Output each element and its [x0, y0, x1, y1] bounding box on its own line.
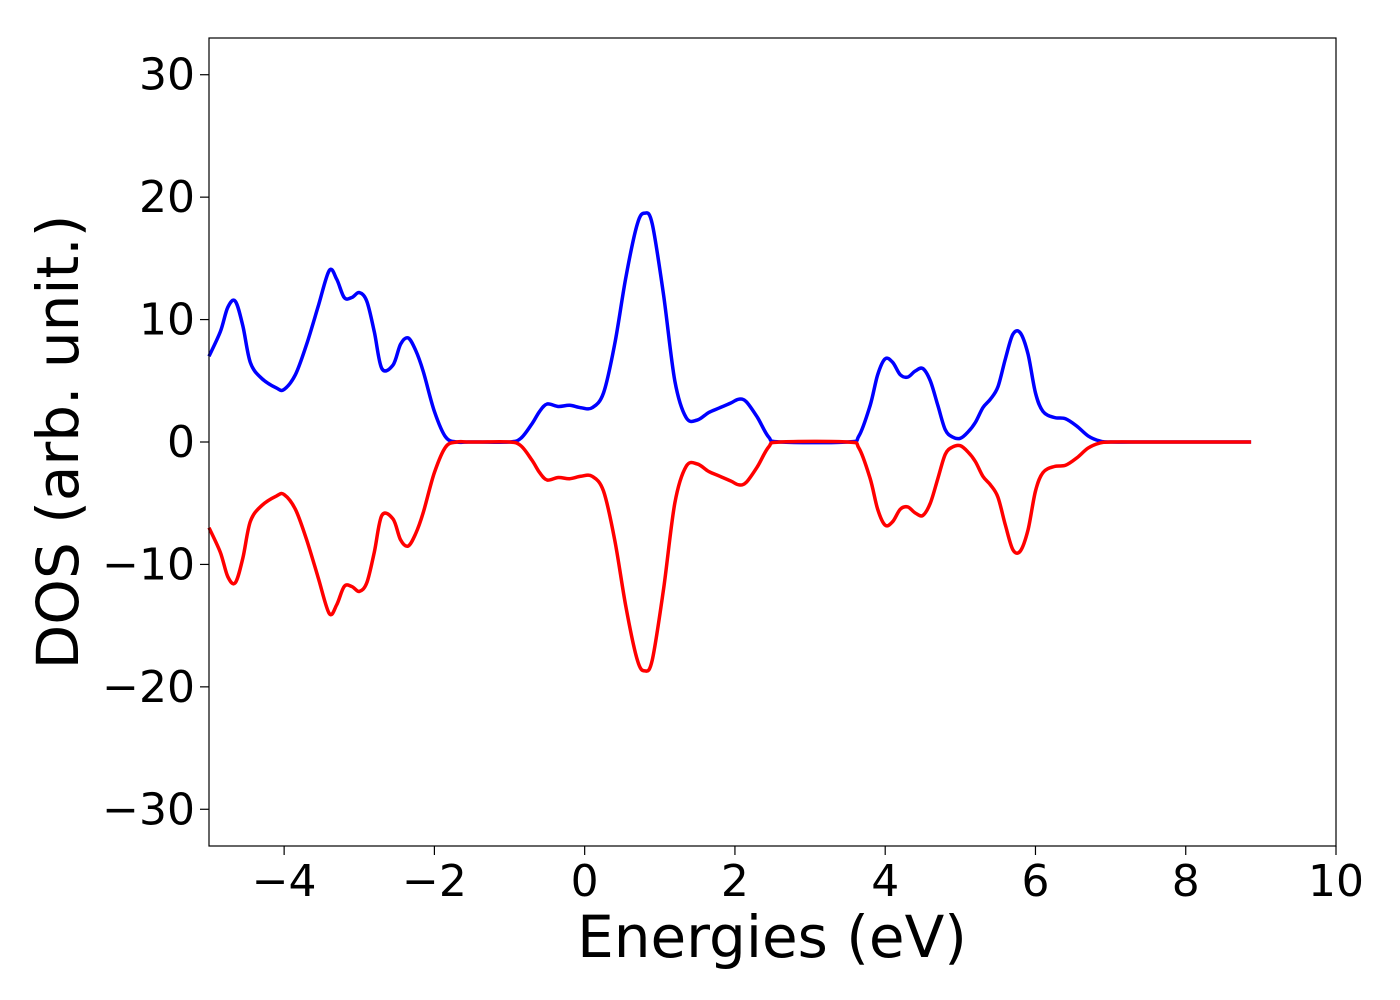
y-tick-label: 20 — [139, 172, 195, 223]
x-tick-label: 0 — [571, 856, 599, 907]
x-tick-label: 10 — [1308, 856, 1364, 907]
x-axis-label: Energies (eV) — [577, 903, 967, 971]
y-tick-label: −20 — [102, 662, 195, 713]
dos-series-line-red — [207, 439, 1252, 673]
x-tick-label: 6 — [1021, 856, 1049, 907]
y-tick-label: 0 — [167, 417, 195, 468]
x-tick-label: 4 — [871, 856, 899, 907]
x-tick-label: 2 — [721, 856, 749, 907]
x-tick-label: −2 — [402, 856, 467, 907]
y-axis-ticks: −30 −20 −10 0 10 20 30 — [102, 50, 209, 835]
x-tick-label: −4 — [252, 856, 317, 907]
x-axis-ticks: −4 −2 0 2 4 6 8 10 — [252, 846, 1364, 907]
y-tick-label: 30 — [139, 50, 195, 101]
series-layer — [207, 211, 1252, 673]
y-tick-label: −10 — [102, 539, 195, 590]
x-tick-label: 8 — [1172, 856, 1200, 907]
dos-series-line-blue — [207, 211, 1252, 445]
y-axis-label: DOS (arb. unit.) — [24, 215, 92, 670]
y-tick-label: 10 — [139, 295, 195, 346]
y-tick-label: −30 — [102, 784, 195, 835]
